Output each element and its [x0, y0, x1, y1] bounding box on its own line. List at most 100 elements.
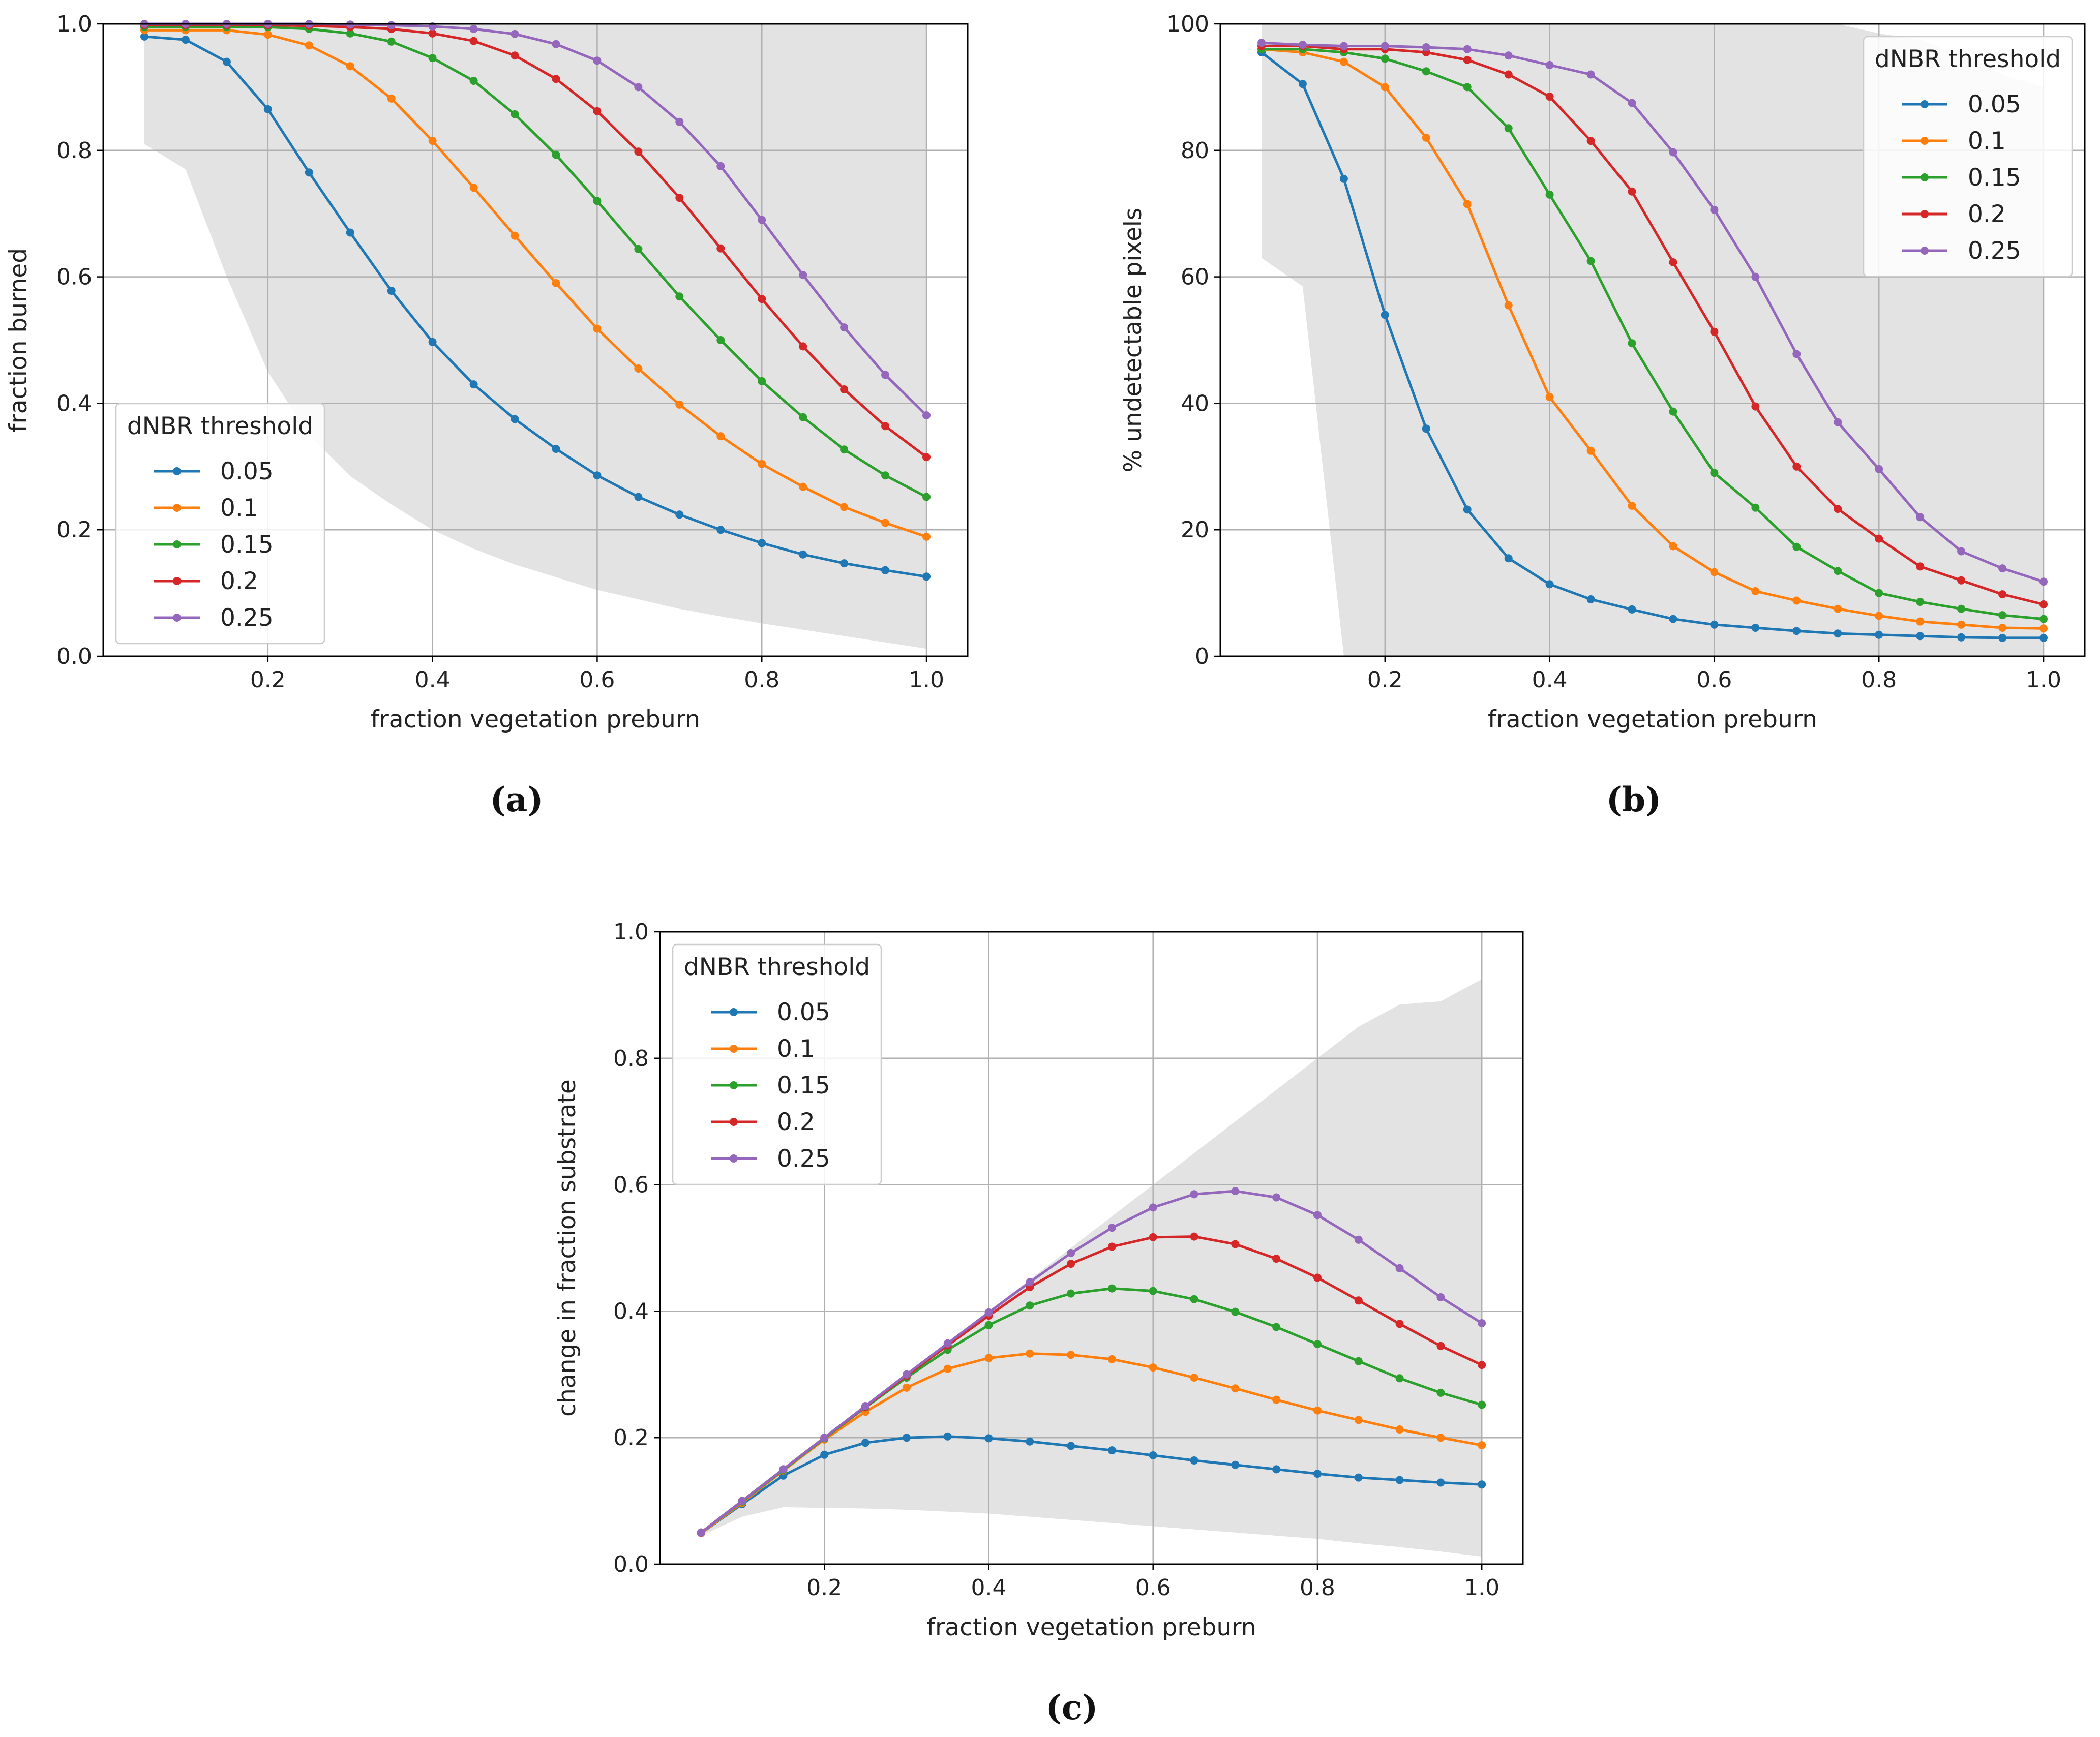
data-point	[1257, 39, 1266, 47]
data-point	[1710, 620, 1719, 629]
data-point	[552, 40, 560, 48]
series-line	[700, 1352, 1482, 1535]
legend-title: dNBR threshold	[684, 953, 870, 981]
series-layer	[697, 1187, 1486, 1537]
data-point	[1998, 611, 2007, 620]
series-line	[144, 25, 927, 498]
data-point	[552, 445, 560, 453]
y-axis-label: fraction burned	[5, 248, 33, 432]
data-point	[1792, 627, 1801, 635]
data-point	[140, 32, 148, 41]
data-point	[1710, 327, 1719, 336]
x-tick-label: 0.4	[415, 667, 451, 693]
x-tick-label: 0.6	[579, 667, 615, 693]
legend-label: 0.05	[220, 458, 274, 485]
y-tick-label: 80	[1181, 138, 1209, 164]
data-point	[1381, 54, 1389, 63]
legend-entry: 0.2	[154, 567, 258, 595]
series-line	[1261, 51, 2044, 639]
legend-label: 0.15	[777, 1072, 830, 1100]
data-point	[1067, 1260, 1075, 1268]
data-point	[1875, 589, 1883, 597]
data-point	[1463, 505, 1472, 514]
data-point	[1231, 1307, 1240, 1316]
legend-label: 0.25	[777, 1145, 830, 1173]
data-point	[2039, 615, 2048, 623]
data-point	[1875, 465, 1883, 473]
data-point	[716, 244, 725, 253]
data-point	[1026, 1349, 1034, 1358]
y-tick-label: 0.2	[56, 517, 92, 543]
y-tick-label: 0.0	[56, 644, 92, 669]
data-point	[716, 336, 725, 344]
data-point	[181, 36, 190, 44]
data-point	[346, 228, 354, 237]
legend-label: 0.25	[1968, 237, 2021, 265]
x-axis-label: fraction vegetation preburn	[371, 706, 700, 734]
data-point	[593, 197, 602, 205]
legend-entry: 0.25	[154, 604, 274, 632]
plot-frame	[1219, 23, 2086, 657]
legend-swatch-marker	[173, 504, 181, 512]
panel-c: 0.2 0.4 0.6 0.8 1.0 0.0 0.2 0.4 0.6 0.8 1.0 dNBR t…	[553, 919, 1524, 1727]
legend-entry: 0.25	[711, 1145, 830, 1173]
data-point	[1463, 200, 1472, 208]
data-point	[1313, 1470, 1322, 1478]
legend-swatch-marker	[173, 614, 181, 622]
data-point	[1669, 407, 1677, 416]
data-point	[387, 21, 396, 29]
data-point	[634, 83, 643, 92]
legend-swatch-marker	[730, 1118, 738, 1126]
data-point	[1669, 258, 1677, 266]
data-point	[1545, 60, 1554, 69]
legend-swatch-marker	[1921, 210, 1929, 218]
data-point	[469, 184, 478, 192]
data-point	[1792, 596, 1801, 605]
band-layer	[1262, 24, 2044, 656]
data-point	[387, 37, 396, 46]
data-point	[1354, 1296, 1363, 1305]
data-point	[1190, 1456, 1198, 1465]
data-point	[1669, 542, 1677, 551]
legend-entry: 0.1	[711, 1035, 815, 1063]
data-point	[758, 216, 766, 224]
series-line	[144, 35, 927, 578]
data-point	[1298, 41, 1307, 49]
data-point	[2039, 633, 2048, 642]
legend-entry: 0.05	[1902, 90, 2021, 118]
data-point	[1504, 301, 1513, 310]
data-point	[634, 493, 643, 501]
data-point	[840, 559, 849, 568]
data-point	[1381, 42, 1389, 50]
y-tick-label: 0.6	[56, 264, 92, 290]
data-point	[511, 231, 519, 240]
x-axis-label: fraction vegetation preburn	[926, 1613, 1256, 1641]
data-point	[346, 62, 354, 71]
panel-caption: (a)	[490, 780, 543, 819]
data-point	[1875, 612, 1883, 620]
series-0.2	[1257, 42, 2048, 608]
legend-label: 0.1	[220, 494, 258, 522]
data-point	[1026, 1301, 1034, 1310]
data-point	[1834, 567, 1842, 575]
legend-entry: 0.05	[154, 458, 274, 485]
data-point	[738, 1497, 746, 1505]
data-point	[1751, 587, 1760, 595]
data-point	[1067, 1442, 1075, 1450]
data-point	[428, 29, 437, 38]
data-point	[716, 162, 725, 170]
series-0.05	[140, 32, 931, 581]
legend-label: 0.1	[777, 1035, 815, 1063]
data-point	[1339, 42, 1348, 50]
data-point	[861, 1402, 869, 1410]
data-point	[428, 54, 437, 63]
x-tick-label: 0.4	[971, 1575, 1006, 1601]
legend-swatch-marker	[1921, 173, 1929, 181]
data-point	[1834, 418, 1842, 426]
data-point	[511, 415, 519, 423]
data-point	[799, 550, 807, 559]
data-point	[1231, 1240, 1240, 1248]
data-point	[1998, 590, 2007, 599]
data-point	[1875, 534, 1883, 543]
data-point	[1998, 564, 2007, 573]
